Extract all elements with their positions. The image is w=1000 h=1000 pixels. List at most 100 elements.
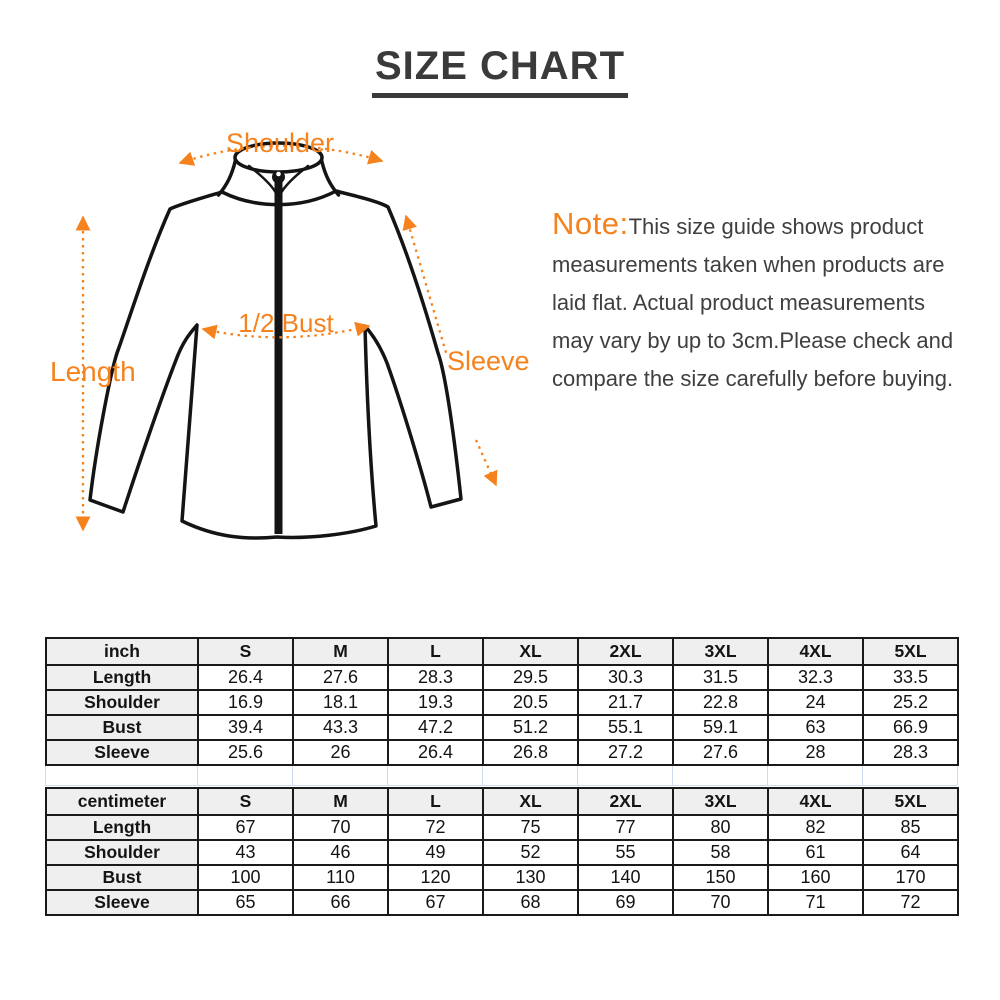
size-cell: 26.4	[387, 739, 484, 766]
size-cell: 27.2	[577, 739, 674, 766]
size-cell: 82	[767, 814, 864, 841]
size-col-header: XL	[482, 787, 579, 816]
table-row: Bust 39.4 43.3 47.2 51.2 55.1 59.1 63 66…	[45, 714, 959, 741]
note-line: may vary by up to 3cm.Please check and	[552, 328, 954, 353]
size-cell: 16.9	[197, 689, 294, 716]
size-col-header: 2XL	[577, 787, 674, 816]
size-cell: 68	[482, 889, 579, 916]
measure-row-label: Bust	[45, 864, 199, 891]
size-cell: 28.3	[862, 739, 959, 766]
size-cell: 30.3	[577, 664, 674, 691]
size-col-header: 3XL	[672, 787, 769, 816]
table-row: Bust 100 110 120 130 140 150 160 170	[45, 864, 959, 891]
size-cell: 70	[672, 889, 769, 916]
size-cell: 27.6	[292, 664, 389, 691]
size-cell: 77	[577, 814, 674, 841]
size-cell: 19.3	[387, 689, 484, 716]
size-cell: 120	[387, 864, 484, 891]
size-cell: 110	[292, 864, 389, 891]
gap-cell	[578, 766, 673, 785]
size-col-header: 2XL	[577, 637, 674, 666]
bust-label: 1/2 Bust	[238, 308, 334, 338]
size-cell: 51.2	[482, 714, 579, 741]
size-cell: 24	[767, 689, 864, 716]
measure-row-label: Length	[45, 664, 199, 691]
size-cell: 63	[767, 714, 864, 741]
table-row: Length 67 70 72 75 77 80 82 85	[45, 814, 959, 841]
measure-row-label: Length	[45, 814, 199, 841]
measure-row-label: Sleeve	[45, 889, 199, 916]
measure-row-label: Shoulder	[45, 839, 199, 866]
size-cell: 31.5	[672, 664, 769, 691]
size-cell: 46	[292, 839, 389, 866]
size-cell: 52	[482, 839, 579, 866]
size-cell: 47.2	[387, 714, 484, 741]
size-cell: 130	[482, 864, 579, 891]
table-row: Sleeve 65 66 67 68 69 70 71 72	[45, 889, 959, 916]
size-cell: 21.7	[577, 689, 674, 716]
size-cell: 72	[387, 814, 484, 841]
measure-row-label: Shoulder	[45, 689, 199, 716]
note-line: measurements taken when products are	[552, 252, 945, 277]
size-cell: 70	[292, 814, 389, 841]
size-cell: 69	[577, 889, 674, 916]
size-cell: 150	[672, 864, 769, 891]
size-col-header: M	[292, 637, 389, 666]
size-cell: 66	[292, 889, 389, 916]
note-line: Note:This size guide shows product	[552, 205, 964, 246]
size-cell: 25.2	[862, 689, 959, 716]
size-cell: 55	[577, 839, 674, 866]
gap-cell	[198, 766, 293, 785]
size-cell: 64	[862, 839, 959, 866]
size-cell: 28.3	[387, 664, 484, 691]
size-cell: 140	[577, 864, 674, 891]
size-col-header: 5XL	[862, 787, 959, 816]
gap-cell	[673, 766, 768, 785]
table-header-row: centimeter S M L XL 2XL 3XL 4XL 5XL	[45, 787, 959, 816]
size-col-header: L	[387, 787, 484, 816]
size-cell: 29.5	[482, 664, 579, 691]
page-title: SIZE CHART	[0, 44, 1000, 98]
size-cell: 65	[197, 889, 294, 916]
size-table-centimeter: centimeter S M L XL 2XL 3XL 4XL 5XL Leng…	[45, 787, 959, 916]
size-cell: 170	[862, 864, 959, 891]
size-cell: 26	[292, 739, 389, 766]
size-cell: 75	[482, 814, 579, 841]
size-col-header: 4XL	[767, 787, 864, 816]
measure-row-label: Bust	[45, 714, 199, 741]
note-line: laid flat. Actual product measurements	[552, 290, 925, 315]
table-row: Length 26.4 27.6 28.3 29.5 30.3 31.5 32.…	[45, 664, 959, 691]
size-cell: 43	[197, 839, 294, 866]
size-cell: 20.5	[482, 689, 579, 716]
unit-header: inch	[45, 637, 199, 666]
size-cell: 67	[197, 814, 294, 841]
gap-cell	[863, 766, 958, 785]
size-cell: 59.1	[672, 714, 769, 741]
note-text: This size guide shows product	[628, 214, 924, 239]
page-title-text: SIZE CHART	[372, 44, 628, 98]
gap-cell	[293, 766, 388, 785]
size-cell: 32.3	[767, 664, 864, 691]
size-cell: 39.4	[197, 714, 294, 741]
size-col-header: L	[387, 637, 484, 666]
gap-cell	[388, 766, 483, 785]
shoulder-label: Shoulder	[226, 128, 334, 158]
table-header-row: inch S M L XL 2XL 3XL 4XL 5XL	[45, 637, 959, 666]
size-col-header: 4XL	[767, 637, 864, 666]
size-cell: 58	[672, 839, 769, 866]
table-row: Shoulder 16.9 18.1 19.3 20.5 21.7 22.8 2…	[45, 689, 959, 716]
table-row: Sleeve 25.6 26 26.4 26.8 27.2 27.6 28 28…	[45, 739, 959, 766]
size-cell: 43.3	[292, 714, 389, 741]
table-row: Shoulder 43 46 49 52 55 58 61 64	[45, 839, 959, 866]
size-cell: 85	[862, 814, 959, 841]
size-cell: 27.6	[672, 739, 769, 766]
size-table-inch: inch S M L XL 2XL 3XL 4XL 5XL Length 26.…	[45, 637, 959, 766]
sleeve-measure-arrow-lower	[474, 439, 498, 487]
table-gap-row	[45, 766, 958, 786]
size-cell: 28	[767, 739, 864, 766]
size-cell: 18.1	[292, 689, 389, 716]
size-cell: 26.8	[482, 739, 579, 766]
size-col-header: M	[292, 787, 389, 816]
size-cell: 61	[767, 839, 864, 866]
